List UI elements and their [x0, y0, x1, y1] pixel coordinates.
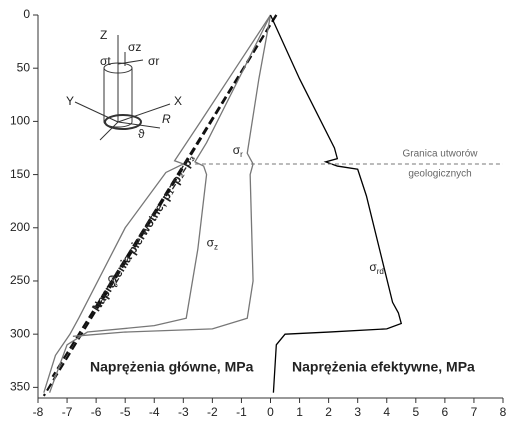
x-tick-label: -4 — [149, 405, 160, 419]
data-line — [51, 14, 278, 378]
x-tick-label: -3 — [178, 405, 189, 419]
y-tick-label: 0 — [23, 7, 30, 21]
x-tick-label: 8 — [500, 405, 507, 419]
curve-label-sub: z — [214, 243, 218, 252]
curve-label: σr — [233, 143, 243, 159]
left-caption: Naprężenia główne, MPa — [90, 359, 254, 375]
inset-label: σr — [148, 54, 159, 68]
inset-label: R — [162, 112, 171, 126]
y-tick-label: 150 — [10, 167, 30, 181]
x-tick-label: 6 — [442, 405, 449, 419]
x-tick-label: -2 — [207, 405, 218, 419]
x-tick-label: -5 — [120, 405, 131, 419]
x-tick-label: 0 — [267, 405, 274, 419]
data-line — [72, 14, 272, 337]
boundary-label: geologicznych — [408, 169, 471, 180]
boundary-label: Granica utworów — [402, 149, 478, 160]
inset-diagram — [74, 35, 171, 141]
curve-label-symbol: σ — [233, 143, 241, 157]
x-tick-label: -8 — [33, 405, 44, 419]
y-tick-label: 200 — [10, 220, 30, 234]
x-tick-label: 7 — [471, 405, 478, 419]
curve-label-sub: r — [240, 150, 243, 159]
curve-label-sub: rd — [377, 267, 384, 276]
curve-label-sub: t — [115, 278, 118, 287]
curve-label-symbol: σ — [207, 236, 215, 250]
y-tick-label: 50 — [17, 60, 31, 74]
x-tick-label: 1 — [296, 405, 303, 419]
x-tick-label: -7 — [62, 405, 73, 419]
inset-label: ϑ — [138, 127, 145, 141]
x-tick-label: -1 — [236, 405, 247, 419]
inset-label: X — [174, 94, 182, 108]
x-tick-label: 5 — [412, 405, 419, 419]
right-caption: Naprężenia efektywne, MPa — [292, 359, 475, 375]
y-tick-label: 250 — [10, 273, 30, 287]
data-line — [43, 14, 272, 393]
y-tick-label: 300 — [10, 326, 30, 340]
inset-label: Y — [66, 94, 74, 108]
x-tick-label: 4 — [383, 405, 390, 419]
data-line — [49, 14, 272, 393]
curve-label: σz — [207, 236, 218, 252]
curve-label: σt — [108, 271, 118, 287]
inset-label: Z — [100, 28, 107, 42]
primary-label: Naprężenia pierwotne, p₁=p₂=p₃ — [89, 152, 198, 314]
data-line — [269, 14, 403, 393]
x-tick-label: -6 — [91, 405, 102, 419]
curve-label-symbol: σ — [369, 260, 377, 274]
curve-label: σrd — [369, 260, 384, 276]
y-tick-label: 100 — [10, 114, 30, 128]
x-tick-label: 2 — [325, 405, 332, 419]
inset-label: σz — [128, 40, 141, 54]
x-tick-label: 3 — [354, 405, 361, 419]
y-tick-label: 350 — [10, 380, 30, 394]
curve-label-symbol: σ — [108, 271, 116, 285]
inset-label: σt — [100, 54, 111, 68]
